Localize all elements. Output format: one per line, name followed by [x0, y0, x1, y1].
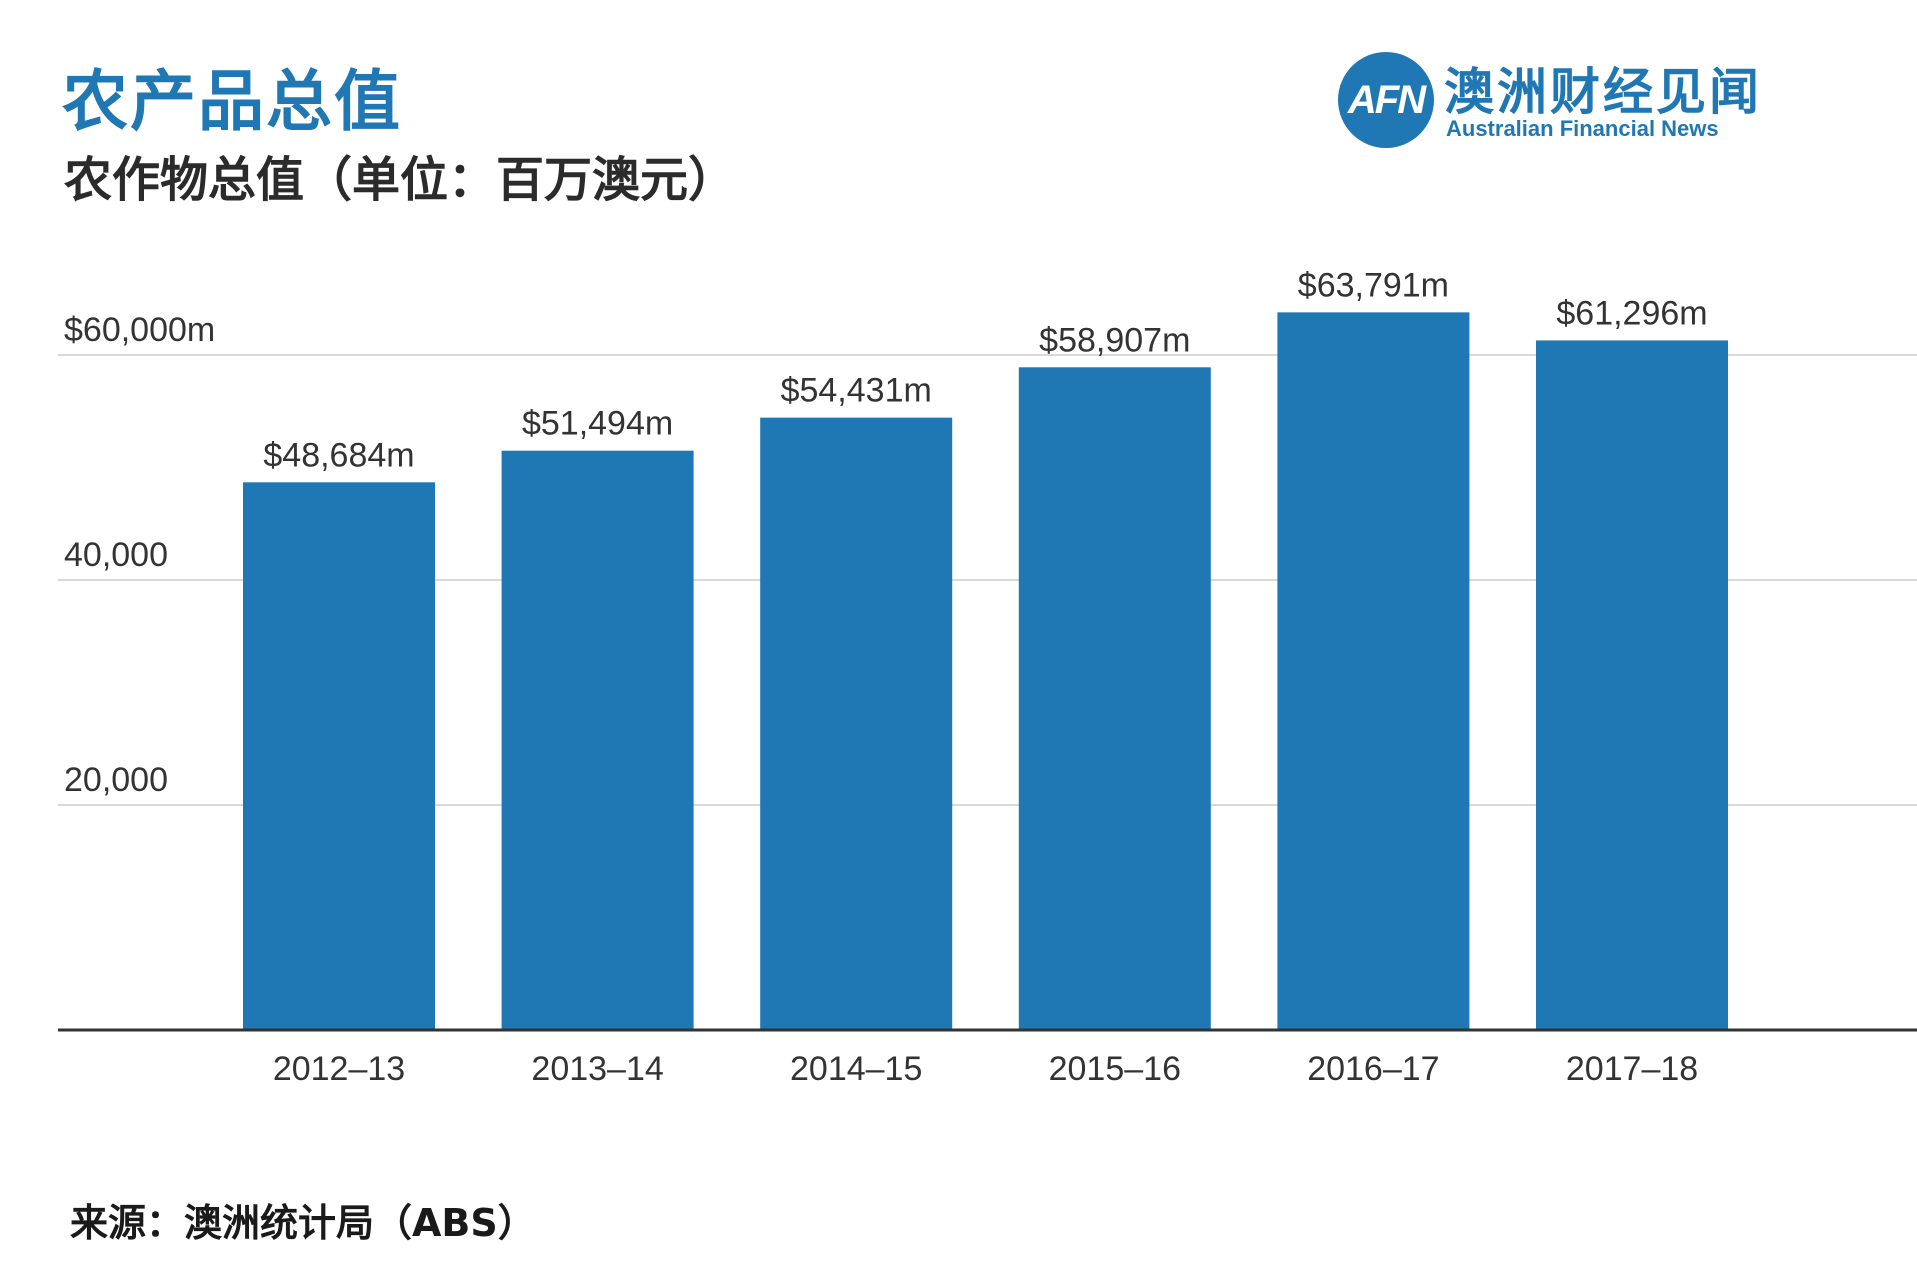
source-note: 来源：澳洲统计局（ABS） — [70, 1201, 536, 1245]
y-tick-label-40000: 40,000 — [64, 536, 168, 574]
x-tick-label-2017–18: 2017–18 — [1566, 1050, 1698, 1088]
data-label-2013–14: $51,494m — [522, 405, 673, 443]
bar-2012–13 — [243, 482, 435, 1030]
data-labels: $48,684m $51,494m $54,431m $58,907m $63,791m… — [263, 266, 1707, 474]
y-tick-label-20000: 20,000 — [64, 761, 168, 799]
data-label-2012–13: $48,684m — [263, 436, 414, 474]
data-label-2017–18: $61,296m — [1556, 294, 1707, 332]
y-tick-labels: 20,000 40,000 $60,000m — [64, 311, 215, 799]
logo-name-en: Australian Financial News — [1446, 116, 1719, 141]
bar-2017–18 — [1536, 340, 1728, 1030]
chart-title: 农产品总值 — [62, 63, 402, 140]
x-tick-label-2014–15: 2014–15 — [790, 1050, 922, 1088]
bar-2014–15 — [760, 417, 953, 1030]
x-tick-labels: 2012–13 2013–14 2014–15 2015–16 2016–17 2017–… — [273, 1050, 1698, 1088]
data-label-2015–16: $58,907m — [1039, 321, 1190, 359]
x-tick-label-2015–16: 2015–16 — [1049, 1050, 1181, 1088]
bar-chart: $48,684m $51,494m $54,431m $58,907m $63,791m… — [58, 266, 1917, 1088]
logo-name-cn: 澳洲财经见闻 — [1444, 63, 1762, 121]
x-tick-label-2013–14: 2013–14 — [531, 1050, 663, 1088]
y-tick-label-60000: $60,000m — [64, 311, 215, 349]
afn-logo: AFN 澳洲财经见闻 Australian Financial News — [1338, 52, 1759, 152]
bar-2016–17 — [1277, 312, 1470, 1030]
afn-logo-mark: AFN — [1338, 52, 1434, 148]
bar-2015–16 — [1018, 367, 1211, 1030]
x-tick-label-2016–17: 2016–17 — [1307, 1050, 1439, 1088]
chart-subtitle: 农作物总值（单位：百万澳元） — [64, 152, 737, 208]
data-label-2014–15: $54,431m — [781, 372, 932, 410]
data-label-2016–17: $63,791m — [1298, 266, 1449, 304]
x-tick-label-2012–13: 2012–13 — [273, 1050, 405, 1088]
bars — [243, 312, 1728, 1030]
bar-2013–14 — [501, 450, 694, 1030]
